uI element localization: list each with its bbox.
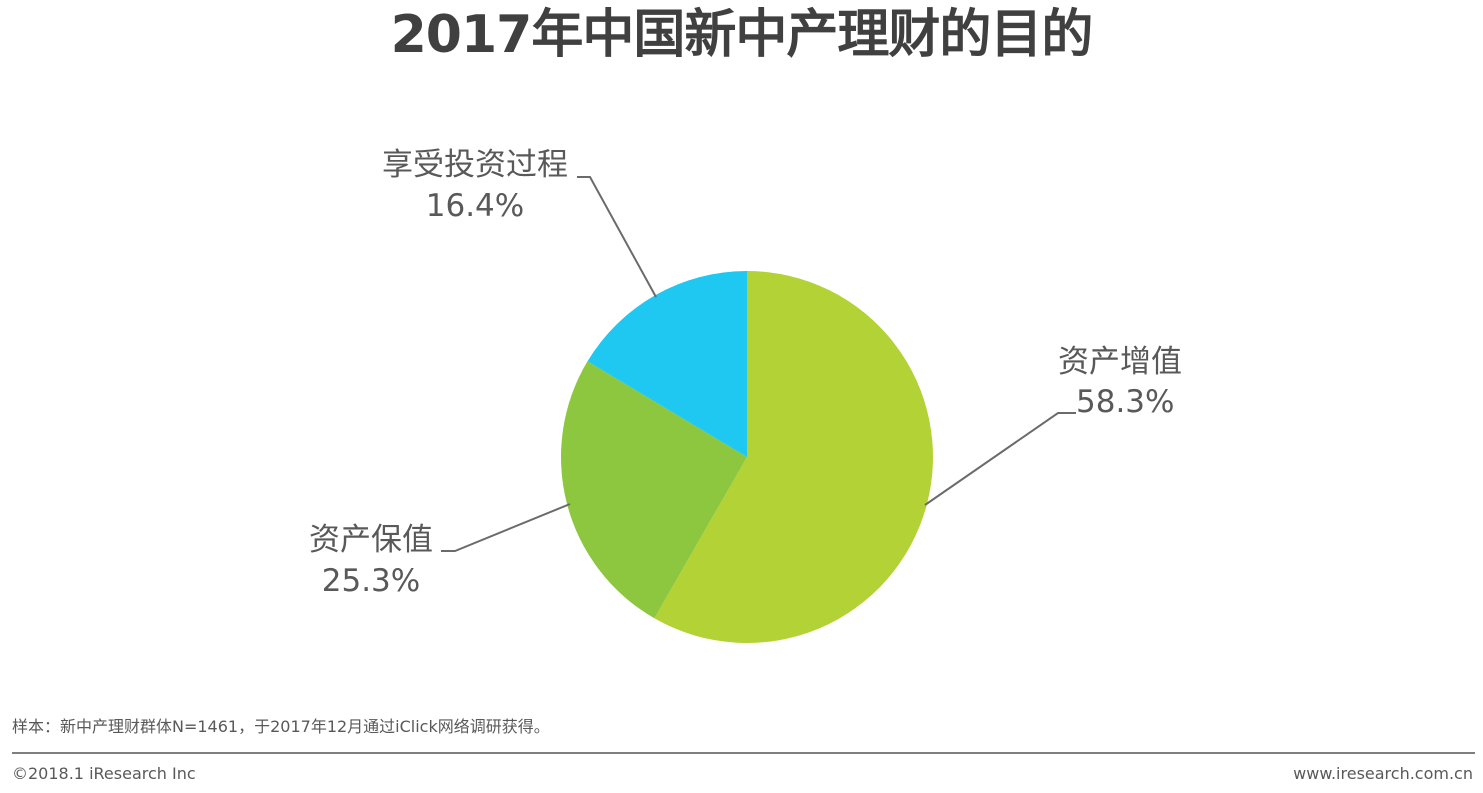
leader-lines xyxy=(441,176,1076,552)
slice-label-1: 资产增值 xyxy=(1058,344,1182,380)
slice-value-2: 25.3% xyxy=(322,563,420,599)
page-title: 2017年中国新中产理财的目的 xyxy=(390,5,1094,65)
slice-value-3: 16.4% xyxy=(426,188,524,224)
pie-slice-2 xyxy=(560,361,747,619)
slice-label-2: 资产保值 xyxy=(309,522,433,558)
leader-line-3 xyxy=(577,176,657,298)
leader-line-2 xyxy=(441,503,571,552)
footer-divider xyxy=(12,752,1475,754)
pie-chart: 资产增值 58.3% 资产保值 25.3% 享受投资过程 16.4% xyxy=(309,147,1182,643)
copyright: ©2018.1 iResearch Inc xyxy=(12,764,196,783)
leader-line-1 xyxy=(924,412,1076,506)
website-link[interactable]: www.iresearch.com.cn xyxy=(1293,764,1473,783)
pie-slices xyxy=(560,271,933,643)
footnote: 样本：新中产理财群体N=1461，于2017年12月通过iClick网络调研获得… xyxy=(12,717,550,736)
slice-labels: 资产增值 58.3% 资产保值 25.3% 享受投资过程 16.4% xyxy=(309,147,1182,599)
pie-slice-3 xyxy=(587,271,747,457)
slice-value-1: 58.3% xyxy=(1076,384,1174,420)
slice-label-3: 享受投资过程 xyxy=(382,147,568,183)
pie-slice-1 xyxy=(654,271,933,643)
